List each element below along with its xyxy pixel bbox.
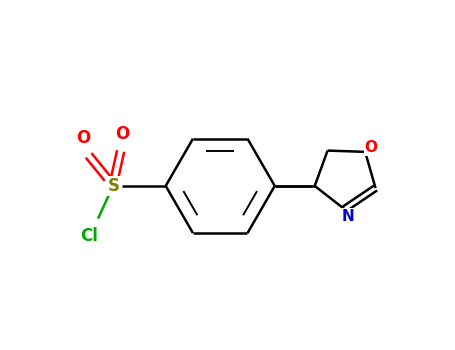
Text: S: S <box>107 177 119 195</box>
Text: O: O <box>115 125 129 142</box>
Text: Cl: Cl <box>81 227 98 245</box>
Text: N: N <box>342 209 354 224</box>
Text: O: O <box>364 140 378 155</box>
Text: O: O <box>76 129 90 147</box>
